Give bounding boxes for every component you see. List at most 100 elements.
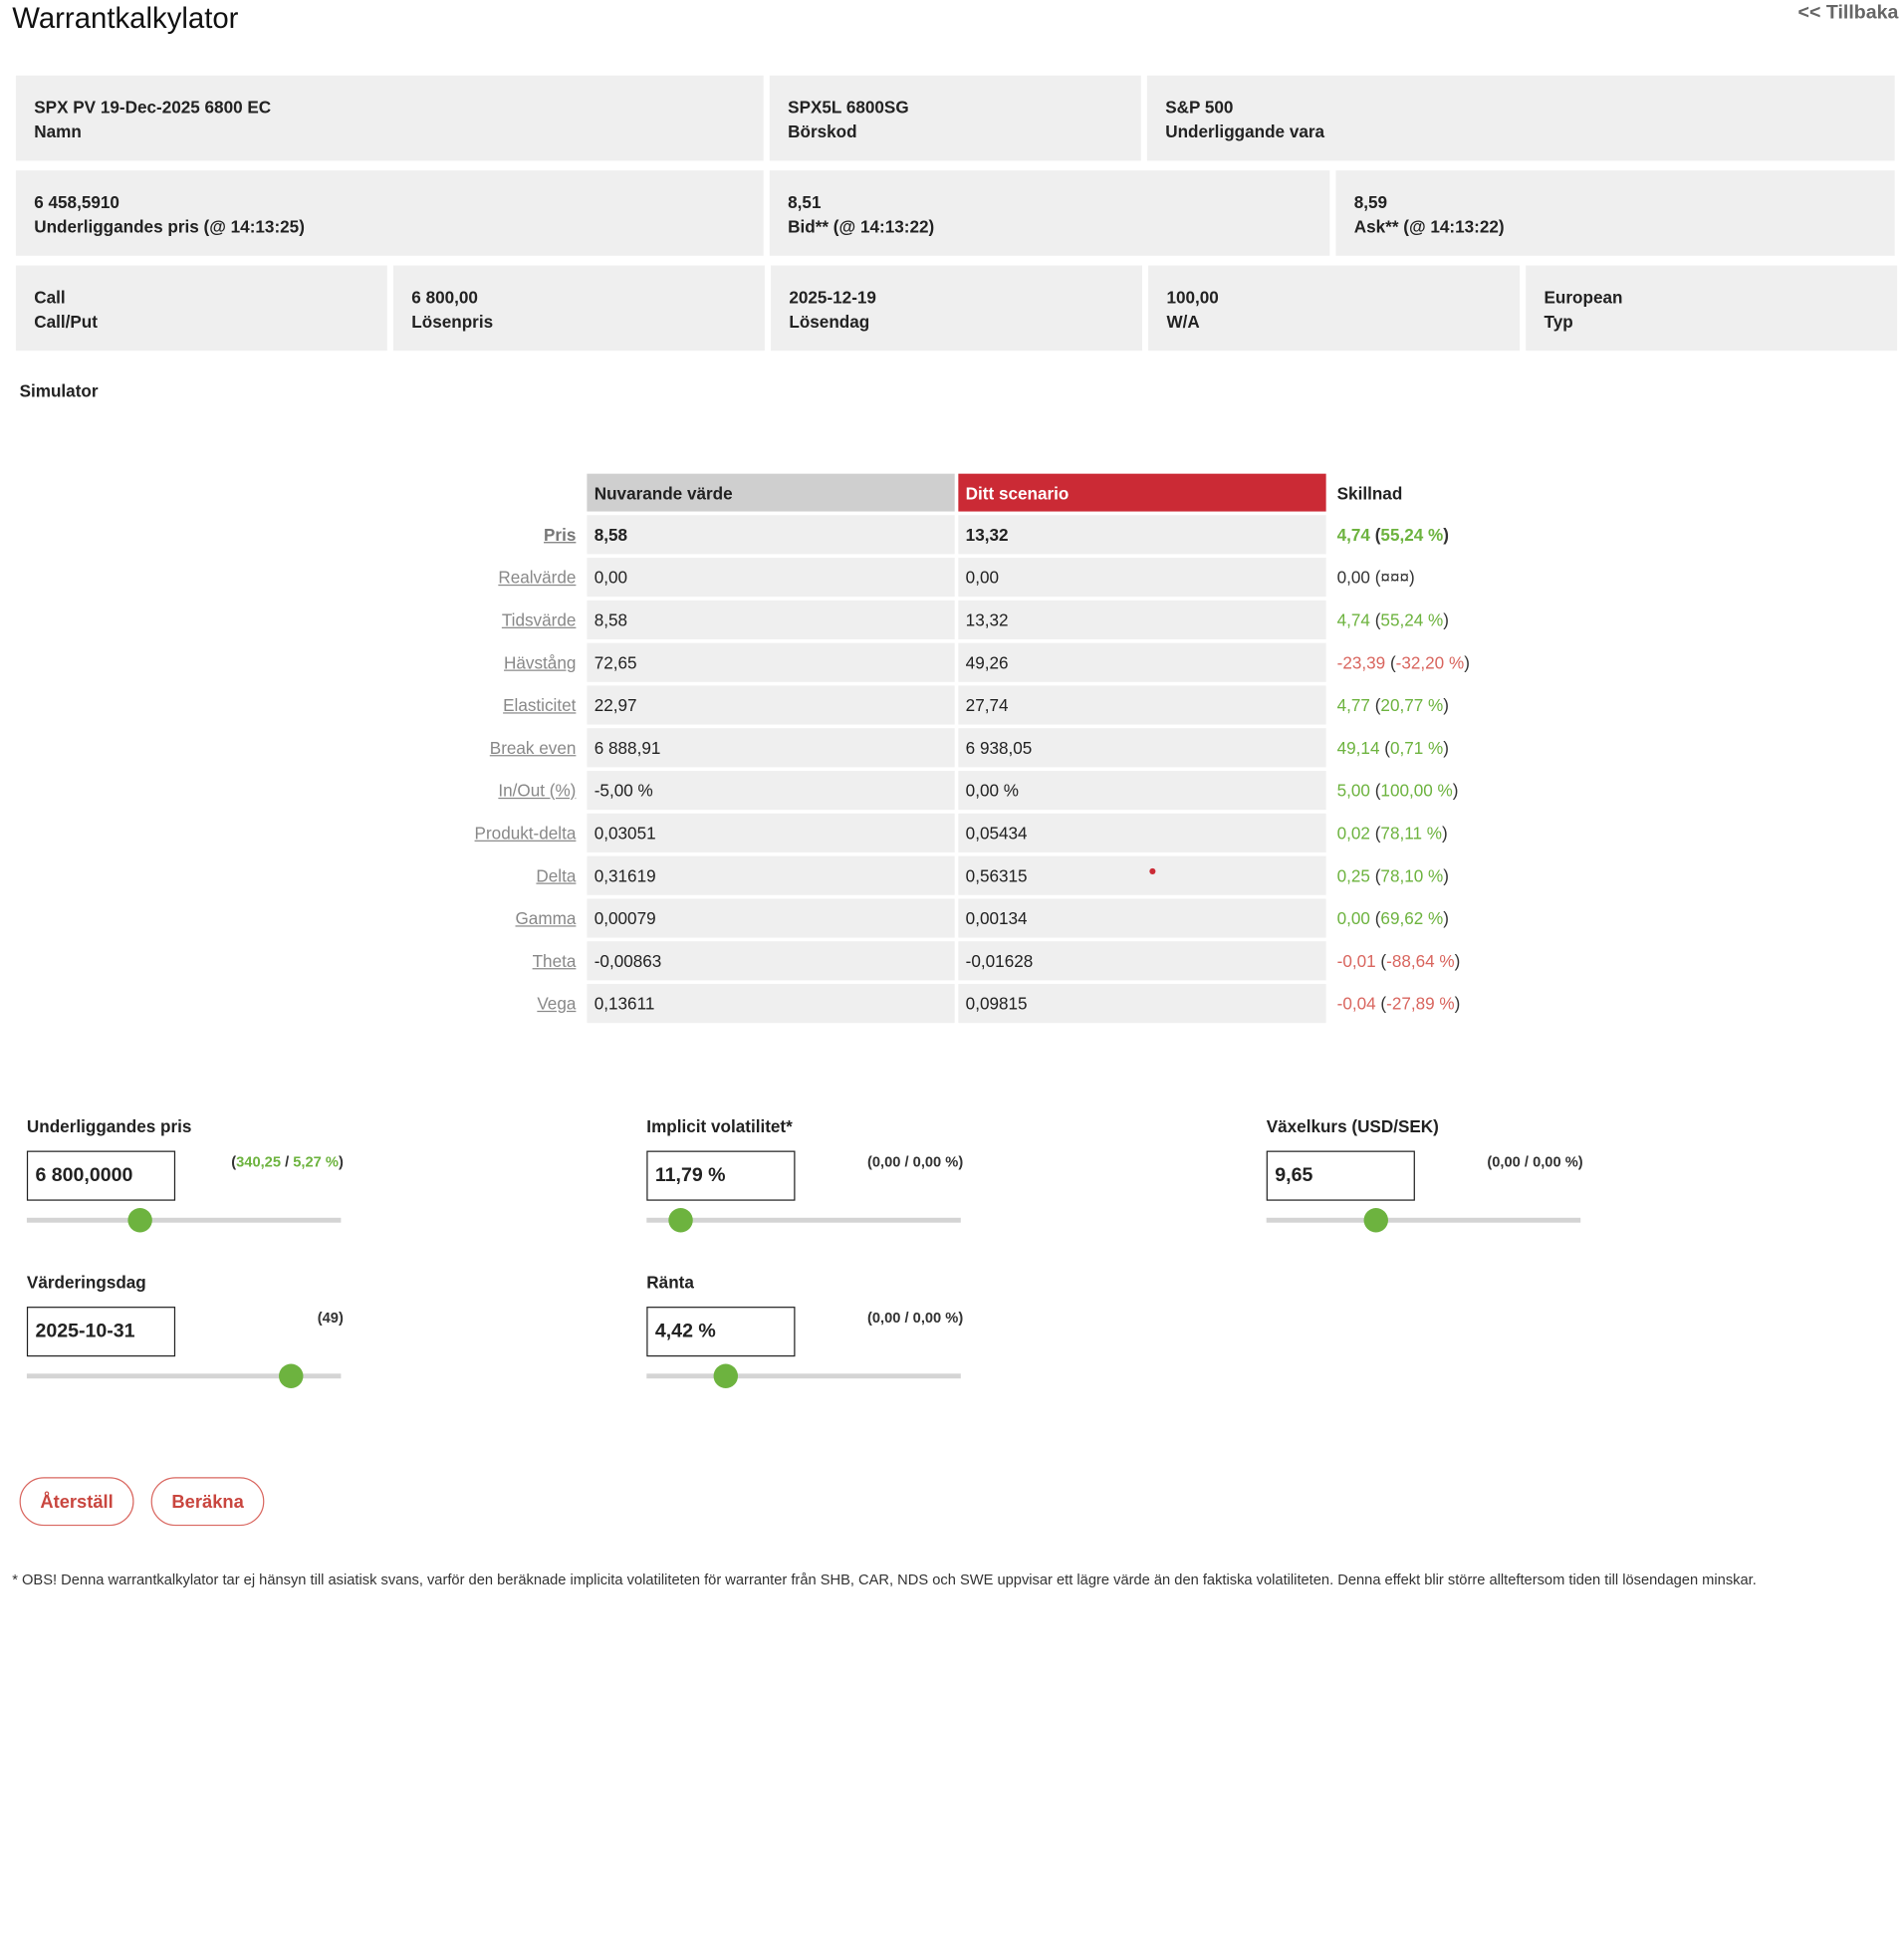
slider-handle[interactable] xyxy=(1363,1208,1389,1233)
info-label: Typ xyxy=(1544,312,1573,332)
diff-pct: 69,62 % xyxy=(1380,908,1444,928)
control-title: Ränta xyxy=(646,1272,694,1293)
metric-link[interactable]: Pris xyxy=(544,525,577,545)
diff-value: 4,74 (55,24 %) xyxy=(1329,515,1539,554)
diff-value: 49,14 (0,71 %) xyxy=(1329,728,1539,767)
metric-link[interactable]: In/Out (%) xyxy=(498,780,577,801)
delta-abs: 0,00 xyxy=(871,1309,901,1327)
diff-value: 4,74 (55,24 %) xyxy=(1329,601,1539,639)
scenario-value: 0,56315 xyxy=(958,855,1326,895)
slider-handle[interactable] xyxy=(278,1363,304,1388)
scenario-value: 0,00134 xyxy=(958,898,1326,938)
diff-paren: ) xyxy=(1408,567,1415,588)
current-value: 0,00 xyxy=(587,558,955,598)
diff-value: 0,02 (78,11 %) xyxy=(1329,814,1539,852)
diff-paren: ) xyxy=(1452,780,1459,801)
current-value: 8,58 xyxy=(587,515,955,555)
valuation-date-slider[interactable] xyxy=(26,1363,342,1388)
slider-handle[interactable] xyxy=(712,1363,738,1388)
diff-paren: ) xyxy=(1443,609,1449,630)
underlying-price-slider[interactable] xyxy=(26,1208,342,1233)
diff-pct: 100,00 % xyxy=(1380,780,1453,801)
metric-link[interactable]: Delta xyxy=(536,865,577,885)
control-delta: (0,00 / 0,00 %) xyxy=(866,1309,964,1327)
diff-paren: ) xyxy=(1443,908,1449,928)
metric-link[interactable]: Vega xyxy=(537,993,577,1014)
implied-volatility-input[interactable]: 11,79 % xyxy=(646,1150,796,1201)
metric-link[interactable]: Theta xyxy=(532,951,577,971)
diff-paren: ) xyxy=(1443,695,1449,715)
slider-handle[interactable] xyxy=(127,1208,152,1233)
interest-rate-slider[interactable] xyxy=(646,1363,961,1388)
diff-abs: -0,04 xyxy=(1336,993,1376,1014)
metric-link[interactable]: Elasticitet xyxy=(503,695,577,715)
control-title: Värderingsdag xyxy=(26,1272,146,1293)
info-value: SPX PV 19-Dec-2025 6800 EC xyxy=(34,97,272,118)
info-cell-bid: 8,51 Bid** (@ 14:13:22) xyxy=(769,170,1330,256)
diff-abs: -0,01 xyxy=(1336,951,1376,971)
back-link[interactable]: << Tillbaka xyxy=(1797,2,1899,24)
current-value: 6 888,91 xyxy=(587,728,955,768)
info-value: 8,51 xyxy=(788,192,822,212)
calculate-button[interactable]: Beräkna xyxy=(150,1477,265,1527)
info-value: 100,00 xyxy=(1166,287,1219,308)
info-value: SPX5L 6800SG xyxy=(788,97,909,118)
metric-link[interactable]: Break even xyxy=(489,738,577,758)
diff-pct: 55,24 % xyxy=(1380,609,1444,630)
underlying-price-input[interactable]: 6 800,0000 xyxy=(26,1150,176,1201)
valuation-date-input[interactable]: 2025-10-31 xyxy=(26,1307,176,1357)
current-value: 0,03051 xyxy=(587,813,955,852)
info-label-text: Underliggandes pris (@ xyxy=(34,216,231,237)
simulator-row: Produkt-delta 0,03051 0,05434 0,02 (78,11 %… xyxy=(457,813,1540,852)
metric-link[interactable]: Hävstång xyxy=(504,652,577,672)
info-label: Underliggandes pris (@ 14:13:25) xyxy=(34,214,745,238)
fx-rate-input[interactable]: 9,65 xyxy=(1266,1150,1415,1201)
reset-button[interactable]: Återställ xyxy=(19,1477,134,1527)
diff-paren: ) xyxy=(1454,951,1461,971)
info-cell-expiry: 2025-12-19 Lösendag xyxy=(771,265,1142,352)
diff-paren: ) xyxy=(1454,993,1461,1014)
metric-link[interactable]: Produkt-delta xyxy=(474,823,577,844)
simulator-row: Delta 0,31619 0,56315 0,25 (78,10 %) xyxy=(457,855,1540,895)
diff-abs: 0,00 xyxy=(1336,908,1370,928)
diff-pct: 55,24 % xyxy=(1380,525,1444,545)
diff-value: 0,25 (78,10 %) xyxy=(1329,856,1539,895)
delta-abs: 0,00 xyxy=(871,1152,901,1171)
delta-abs: 340,25 xyxy=(236,1152,282,1171)
diff-paren: ( xyxy=(1389,652,1396,672)
scenario-value: 49,26 xyxy=(958,642,1326,682)
diff-pct: 78,10 % xyxy=(1380,865,1444,885)
info-label: Call/Put xyxy=(34,312,98,332)
simulator-row: Realvärde 0,00 0,00 0,00 (¤¤¤) xyxy=(457,558,1540,598)
info-label-text: Bid** (@ xyxy=(788,216,860,237)
metric-link[interactable]: Realvärde xyxy=(498,567,577,588)
control-interest-rate: Ränta 4,42 % (0,00 / 0,00 %) xyxy=(646,1272,964,1388)
diff-paren: ( xyxy=(1380,951,1387,971)
info-cell-ask: 8,59 Ask** (@ 14:13:22) xyxy=(1335,170,1895,256)
diff-abs: 5,00 xyxy=(1336,780,1370,801)
diff-pct: 78,11 % xyxy=(1380,823,1442,844)
interest-rate-input[interactable]: 4,42 % xyxy=(646,1307,796,1357)
diff-paren: ) xyxy=(1464,652,1470,672)
footnote: * OBS! Denna warrantkalkylator tar ej hä… xyxy=(12,1571,1757,1588)
simulator-row: Vega 0,13611 0,09815 -0,04 (-27,89 %) xyxy=(457,984,1540,1024)
info-time: 14:13:25 xyxy=(230,216,300,237)
info-label: Underliggande vara xyxy=(1165,121,1325,141)
control-delta: (0,00 / 0,00 %) xyxy=(866,1152,964,1171)
fx-rate-slider[interactable] xyxy=(1266,1208,1581,1233)
simulator-row: In/Out (%) -5,00 % 0,00 % 5,00 (100,00 %) xyxy=(457,771,1540,811)
diff-value: -0,01 (-88,64 %) xyxy=(1329,941,1539,980)
diff-pct: 0,71 % xyxy=(1389,738,1444,758)
scenario-value: 0,05434 xyxy=(958,813,1326,852)
diff-pct: -27,89 % xyxy=(1386,993,1455,1014)
metric-link[interactable]: Tidsvärde xyxy=(501,609,577,630)
info-cell-underlying-price: 6 458,5910 Underliggandes pris (@ 14:13:… xyxy=(15,170,764,256)
diff-value: 5,00 (100,00 %) xyxy=(1329,771,1539,810)
implied-volatility-slider[interactable] xyxy=(646,1208,961,1233)
slider-handle[interactable] xyxy=(668,1208,694,1233)
info-row-terms: Call Call/Put 6 800,00 Lösenpris 2025-12… xyxy=(15,265,1898,352)
current-value: 0,00079 xyxy=(587,898,955,938)
control-underlying-price: Underliggandes pris 6 800,0000 (340,25 /… xyxy=(26,1116,344,1233)
metric-link[interactable]: Gamma xyxy=(515,908,577,928)
delta-pct: 0,00 % xyxy=(912,1152,959,1171)
